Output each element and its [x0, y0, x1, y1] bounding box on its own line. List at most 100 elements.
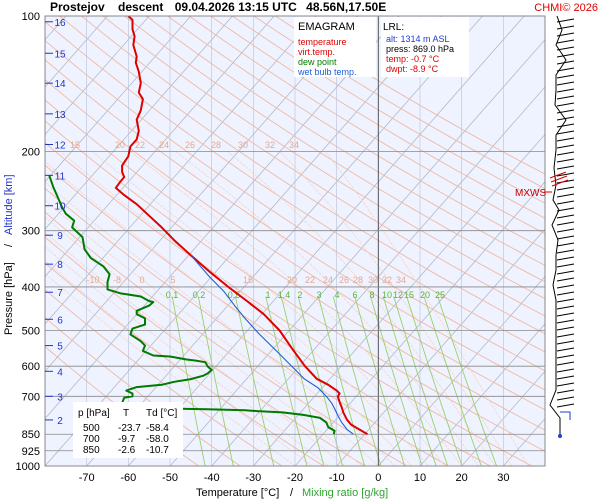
wind-barb [556, 193, 575, 198]
isotherm-line [169, 39, 545, 466]
wind-barb [556, 130, 575, 135]
dry-adiabat [210, 16, 545, 219]
isotherm-line [45, 16, 358, 372]
isotherm-line [45, 16, 317, 325]
diagram-lines [0, 16, 545, 466]
wind-barb [556, 284, 575, 289]
wind-barb [556, 396, 575, 401]
dry-adiabat [145, 16, 545, 266]
wind-barb [556, 88, 575, 93]
y-axis-label: Pressure [hPa] [3, 262, 15, 335]
table-header-td: Td [°C] [146, 408, 177, 419]
theta-label-lower: 22 [305, 275, 315, 285]
mixing-ratio-label: 4 [334, 290, 339, 300]
title: Prostejov descent 09.04.2026 13:15 UTC 4… [50, 0, 386, 14]
wind-barb [556, 25, 575, 30]
wind-barb [556, 361, 575, 366]
wind-barb [556, 172, 575, 177]
legend-box [294, 17, 376, 77]
mixing-ratio-label: 0.5 [228, 290, 241, 300]
isotherm-line [45, 16, 400, 420]
wind-barb [556, 235, 575, 240]
mixing-ratio-line [382, 296, 437, 466]
altitude-tick-label: 2 [57, 416, 63, 427]
moist-adiabat [227, 151, 496, 466]
temperature-tick-label: -60 [120, 472, 136, 484]
wind-barb [556, 249, 575, 254]
pressure-tick-label: 100 [22, 11, 40, 23]
wind-barb [556, 200, 575, 205]
wind-barb [556, 228, 575, 233]
legend-virt-temp: virt.temp. [298, 47, 335, 57]
pressure-tick-label: 500 [22, 326, 40, 338]
wind-profile-line [549, 15, 567, 436]
temperature-tick-label: -50 [162, 472, 178, 484]
theta-label-lower: 34 [396, 275, 406, 285]
legend-dew-point: dew point [298, 57, 337, 67]
moist-adiabat [324, 151, 529, 466]
temperature-tick-label: 20 [456, 472, 468, 484]
mixing-ratio-line [406, 296, 463, 466]
table-rows: 500 -23.7 -58.4 700 -9.7 -58.0 850 -2.6 -10.7 [83, 423, 169, 456]
dry-adiabat [45, 164, 491, 466]
temperature-tick-label: -40 [204, 472, 220, 484]
altitude-tick-label: 13 [54, 110, 66, 121]
table-cell: 850 [83, 445, 100, 456]
table-cell: 700 [83, 434, 100, 445]
isotherm-line [0, 16, 24, 466]
wind-barb [556, 186, 575, 191]
wind-barb [556, 95, 575, 100]
moist-adiabat [130, 151, 463, 466]
table-cell: -23.7 [118, 423, 141, 434]
wind-barb [556, 375, 575, 380]
mixing-ratio-line [332, 296, 382, 466]
altitude-tick-label: 8 [57, 260, 63, 271]
isotherm-line [336, 228, 545, 466]
theta-label-lower: 15 [243, 275, 253, 285]
wind-barb [556, 165, 575, 170]
altitude-tick-label: 3 [57, 392, 63, 403]
wind-barb [556, 263, 575, 268]
wind-barb [556, 347, 575, 352]
theta-label-lower: 20 [287, 275, 297, 285]
theta-label-lower: 24 [323, 275, 333, 285]
mixing-ratio-label: 10 [382, 290, 392, 300]
theta-label-lower: -10 [86, 275, 99, 285]
theta-label-upper: 24 [159, 140, 169, 150]
sounding-mode: descent [118, 0, 163, 14]
altitude-tick-label: 4 [57, 367, 63, 378]
mixing-ratio-line [393, 296, 449, 466]
wind-barb [556, 74, 575, 79]
copyright: CHMI© 2026 [534, 2, 598, 14]
altitude-tick-label: 16 [54, 18, 66, 29]
mixing-ratio-line [354, 296, 406, 466]
wind-barb [556, 221, 575, 226]
temperature-tick-label: 30 [497, 472, 509, 484]
mxws-label: MXWS [515, 188, 546, 199]
series-temperature [114, 16, 369, 436]
theta-label-lower: 0 [139, 275, 144, 285]
pressure-tick-label: 925 [22, 446, 40, 458]
wind-barb [556, 39, 575, 44]
wind-barb [556, 207, 575, 212]
lrl-temp: temp: -0.7 °C [386, 54, 440, 64]
mixing-ratio-label: 0.1 [166, 290, 179, 300]
altitude-tick-label: 12 [54, 141, 66, 152]
mixing-ratio-label: 25 [435, 290, 445, 300]
moist-adiabat [45, 246, 329, 466]
moist-adiabat [279, 151, 513, 466]
temperature-tick-label: 0 [375, 472, 381, 484]
wind-barb [556, 67, 575, 72]
dry-adiabat [45, 142, 533, 466]
isotherm-line [419, 323, 545, 466]
dry-adiabat [59, 16, 545, 335]
wind-barb [556, 18, 575, 23]
table-cell: -58.0 [146, 434, 169, 445]
moist-adiabat [45, 161, 412, 466]
wind-barb [556, 109, 575, 114]
table-cell: 500 [83, 423, 100, 434]
moist-adiabat [175, 151, 479, 466]
isotherm-line [544, 465, 545, 466]
mixing-ratio-line [197, 296, 234, 466]
